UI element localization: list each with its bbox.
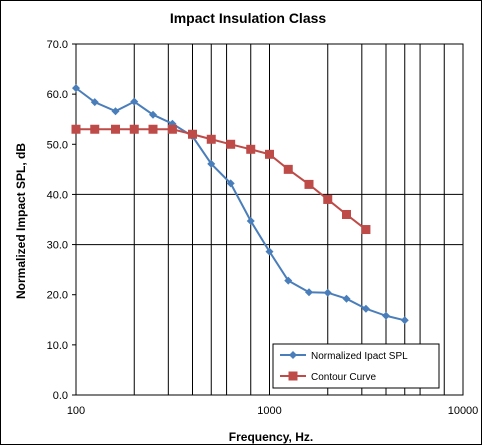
legend-marker (288, 371, 298, 381)
data-point (207, 159, 216, 168)
data-point (284, 276, 293, 285)
legend-item: Normalized Ipact SPL (280, 351, 408, 362)
data-point (129, 124, 139, 134)
data-point (206, 134, 216, 144)
data-point (71, 124, 81, 134)
legend-label: Normalized Ipact SPL (311, 351, 408, 362)
plot-area (75, 43, 464, 396)
data-point (226, 179, 235, 188)
x-tick-label: 1000 (257, 405, 281, 417)
data-point (111, 107, 120, 116)
data-point (304, 288, 313, 297)
y-tick-label: 50.0 (47, 139, 68, 151)
grid (76, 44, 463, 395)
data-point (90, 124, 100, 134)
data-point (381, 311, 390, 320)
y-tick-label: 30.0 (47, 240, 68, 252)
series-1 (72, 84, 409, 325)
data-point (110, 124, 120, 134)
y-axis-title: Normalized Impact SPL, dB (14, 143, 28, 299)
legend: Normalized Ipact SPL Contour Curve (272, 343, 440, 389)
x-axis-title: Frequency, Hz. (229, 430, 313, 444)
data-point (265, 149, 274, 159)
y-tick-label: 70.0 (47, 39, 68, 51)
x-tick-label: 100 (67, 405, 85, 417)
y-tick-label: 10.0 (47, 340, 68, 352)
legend-marker (289, 351, 297, 359)
series-line (75, 87, 405, 322)
y-tick-label: 60.0 (47, 89, 68, 101)
data-point (246, 144, 256, 154)
legend-item: Contour Curve (280, 371, 376, 383)
data-point (187, 129, 197, 139)
series-2 (71, 124, 371, 235)
y-tick-label: 20.0 (47, 290, 68, 302)
data-point (149, 110, 158, 119)
legend-box (272, 343, 440, 389)
data-point (265, 247, 274, 256)
y-tick-label: 40.0 (47, 189, 68, 201)
legend-label: Contour Curve (311, 372, 376, 383)
data-point (323, 288, 332, 297)
series-layer (71, 84, 409, 325)
y-tick-labels: 0.0 10.0 20.0 30.0 40.0 50.0 60.0 70.0 (47, 39, 76, 402)
data-point (90, 98, 99, 107)
x-tick-label: 10000 (448, 405, 479, 417)
x-tick-labels: 100 1000 10000 (67, 405, 478, 417)
data-point (72, 84, 80, 93)
data-point (400, 316, 409, 325)
data-point (246, 217, 255, 226)
data-point (283, 164, 293, 174)
data-point (304, 179, 314, 189)
data-point (342, 209, 352, 219)
data-point (361, 225, 371, 235)
data-point (130, 97, 139, 106)
chart-title: Impact Insulation Class (170, 10, 327, 26)
data-point (226, 139, 236, 149)
data-point (167, 124, 177, 134)
data-point (148, 124, 158, 134)
y-tick-label: 0.0 (53, 390, 68, 402)
data-point (323, 194, 333, 204)
data-point (361, 304, 370, 313)
data-point (342, 294, 351, 303)
series-line (76, 128, 367, 231)
